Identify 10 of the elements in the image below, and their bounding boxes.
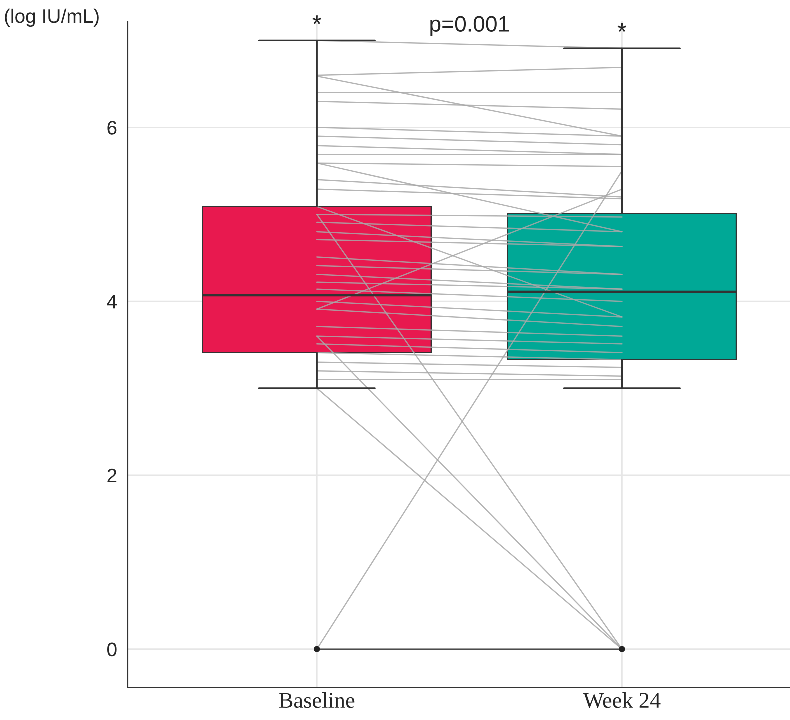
y-tick-label: 0 bbox=[108, 642, 117, 657]
x-tick-label: Week 24 bbox=[583, 692, 661, 708]
annotation: * bbox=[312, 16, 322, 24]
y-tick-label: 6 bbox=[108, 121, 117, 135]
y-tick-label: 4 bbox=[107, 295, 117, 309]
annotation: * bbox=[618, 23, 627, 32]
x-tick-label: Baseline bbox=[280, 692, 355, 708]
y-tick-label: 2 bbox=[108, 468, 117, 482]
annotation: p=0.001 bbox=[430, 16, 510, 36]
y-axis-title: (log IU/mL) bbox=[5, 8, 99, 28]
